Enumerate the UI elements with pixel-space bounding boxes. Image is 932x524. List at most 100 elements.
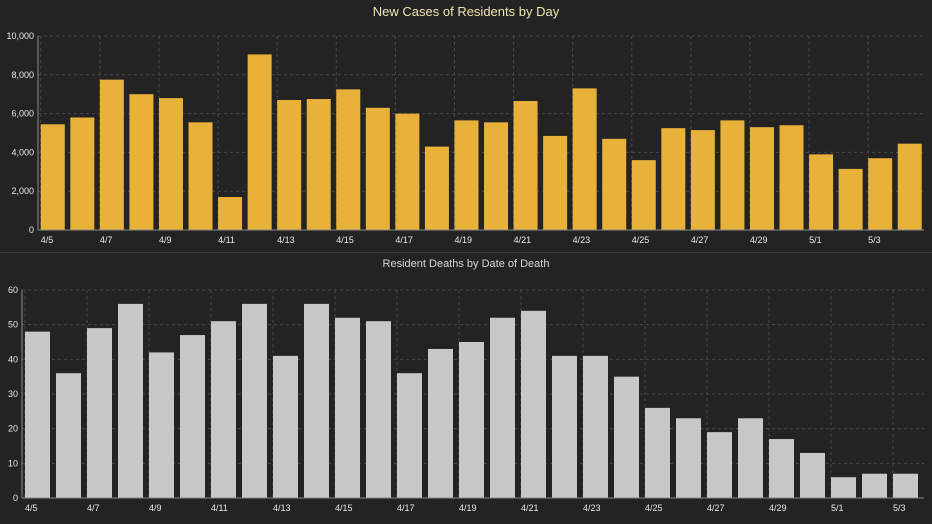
cases-x-tick-label: 4/11 [218,235,235,245]
deaths-bar-4-24 [614,376,639,498]
cases-y-tick-label: 10,000 [6,31,34,41]
deaths-bar-4-23 [583,355,608,498]
cases-x-tick-label: 4/21 [514,235,532,245]
deaths-x-tick-label: 4/11 [211,503,228,513]
cases-bar-4-22 [543,135,568,230]
cases-x-tick-label: 4/25 [632,235,650,245]
deaths-x-tick-label: 4/5 [25,503,38,513]
deaths-bar-5-2 [862,473,887,498]
cases-bar-5-2 [838,168,863,230]
deaths-bar-4-6 [56,373,81,498]
deaths-bar-4-12 [242,303,267,498]
cases-x-tick-label: 4/19 [454,235,472,245]
cases-bar-5-4 [897,143,922,230]
deaths-y-tick-label: 10 [8,458,18,468]
cases-bar-5-1 [809,154,834,230]
deaths-x-tick-label: 4/23 [583,503,601,513]
deaths-bar-4-14 [304,303,329,498]
cases-x-tick-label: 4/5 [41,235,54,245]
deaths-chart-title: Resident Deaths by Date of Death [382,258,550,270]
cases-x-tick-label: 4/27 [691,235,709,245]
deaths-y-tick-label: 40 [8,354,18,364]
cases-bar-5-3 [868,158,893,230]
cases-x-tick-label: 5/1 [809,235,822,245]
deaths-bar-4-29 [769,439,794,498]
deaths-x-tick-label: 4/19 [459,503,477,513]
deaths-bar-4-17 [397,373,422,498]
deaths-bar-4-16 [366,321,391,498]
cases-y-tick-label: 6,000 [11,109,34,119]
cases-y-tick-label: 2,000 [11,186,34,196]
deaths-chart-panel: 0 10 20 30 40 50 60 4/5 4/7 4/9 4/11 4/13 4/15 4/17 4/… [0,253,932,524]
cases-chart-panel: 0 2,000 4,000 6,000 8,000 10,000 4/5 4/7 4/9 4/11… [0,0,932,252]
cases-x-tick-label: 4/23 [573,235,591,245]
deaths-bar-4-15 [335,317,360,498]
deaths-x-tick-label: 4/17 [397,503,415,513]
cases-bar-4-10 [188,122,213,230]
deaths-x-tick-label: 4/29 [769,503,787,513]
deaths-x-tick-label: 4/21 [521,503,539,513]
cases-bar-4-6 [70,117,95,230]
deaths-x-tick-label: 4/15 [335,503,353,513]
cases-bar-4-12 [247,54,272,231]
cases-x-tick-label: 4/13 [277,235,295,245]
cases-x-tick-label: 4/9 [159,235,172,245]
cases-bar-4-26 [661,128,686,230]
deaths-x-tick-label: 5/3 [893,503,906,513]
cases-bar-4-5 [40,124,65,230]
deaths-bar-chart: 0 10 20 30 40 50 60 4/5 4/7 4/9 4/11 4/13 4/15 4/17 4/… [8,285,924,513]
cases-bar-4-21 [513,100,538,231]
cases-bar-4-9 [158,98,183,230]
cases-bar-4-17 [395,113,420,230]
deaths-bar-4-8 [118,303,143,498]
cases-x-tick-label: 4/29 [750,235,768,245]
cases-bar-4-19 [454,120,479,230]
deaths-y-tick-label: 50 [8,320,18,330]
deaths-bar-4-30 [800,452,825,498]
deaths-x-tick-label: 5/1 [831,503,844,513]
deaths-bar-4-25 [645,407,670,498]
deaths-y-tick-label: 60 [8,285,18,295]
cases-chart-title: New Cases of Residents by Day [372,4,560,19]
deaths-y-tick-label: 20 [8,424,18,434]
deaths-bar-4-9 [149,352,174,498]
cases-bar-4-28 [720,120,745,230]
cases-bar-4-29 [749,127,774,230]
deaths-y-tick-label: 0 [13,493,18,503]
cases-bar-4-18 [424,146,449,230]
deaths-x-tick-label: 4/13 [273,503,291,513]
deaths-x-tick-label: 4/25 [645,503,663,513]
cases-x-tick-label: 4/15 [336,235,354,245]
deaths-bar-4-21 [521,310,546,498]
deaths-bar-4-7 [87,328,112,498]
cases-bar-4-14 [306,99,331,230]
panel-divider [0,252,932,253]
deaths-bar-4-28 [738,418,763,498]
deaths-bar-4-10 [180,335,205,498]
cases-bar-4-11 [218,197,243,230]
deaths-x-tick-label: 4/27 [707,503,725,513]
cases-x-tick-label: 4/17 [395,235,413,245]
deaths-x-tick-label: 4/7 [87,503,100,513]
deaths-y-tick-label: 30 [8,389,18,399]
deaths-bar-4-19 [459,342,484,498]
deaths-bar-4-5 [25,331,50,498]
cases-bar-4-8 [129,94,154,230]
cases-x-tick-label: 4/7 [100,235,113,245]
deaths-bar-4-22 [552,355,577,498]
cases-bar-4-13 [277,100,302,231]
cases-bar-4-20 [484,122,509,230]
cases-bar-4-25 [631,160,656,230]
cases-bar-4-27 [690,130,715,230]
cases-y-tick-label: 8,000 [11,70,34,80]
cases-bar-4-15 [336,89,361,230]
cases-y-tick-label: 0 [29,225,34,235]
deaths-bar-4-13 [273,355,298,498]
deaths-bar-4-11 [211,321,236,498]
cases-x-tick-label: 5/3 [868,235,881,245]
deaths-bar-4-20 [490,317,515,498]
cases-bar-4-30 [779,125,804,230]
deaths-bar-5-3 [893,473,918,498]
deaths-x-tick-label: 4/9 [149,503,162,513]
